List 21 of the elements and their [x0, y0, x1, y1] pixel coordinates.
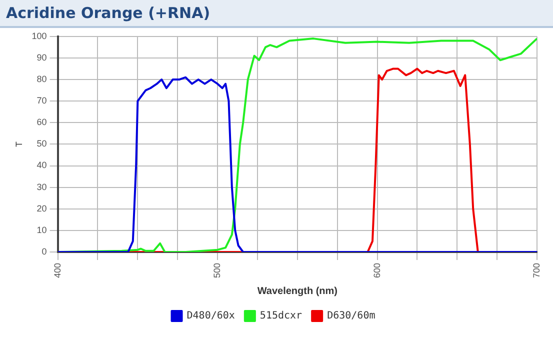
- legend-label: D630/60m: [327, 310, 376, 322]
- x-tick-label: 400: [52, 262, 62, 278]
- y-tick-label: 30: [36, 182, 47, 192]
- y-tick-label: 50: [36, 138, 47, 149]
- y-tick-label: 10: [36, 224, 47, 235]
- legend-label: D480/60x: [186, 310, 235, 322]
- y-tick-label: 20: [36, 203, 47, 214]
- y-tick-label: 90: [36, 52, 47, 62]
- y-tick-label: 80: [36, 74, 47, 84]
- y-tick-label: 60: [36, 117, 47, 128]
- y-axis-title: T: [14, 140, 24, 147]
- x-tick-label: 700: [531, 262, 542, 278]
- y-tick-label: 0: [42, 246, 47, 256]
- legend-label: 515dcxr: [260, 310, 302, 322]
- y-tick-label: 70: [36, 96, 47, 106]
- y-tick-label: 100: [32, 30, 47, 41]
- x-tick-label: 600: [372, 262, 382, 278]
- y-tick-label: 40: [36, 160, 47, 170]
- chart-title: Acridine Orange (+RNA): [0, 0, 553, 28]
- x-axis-title: Wavelength (nm): [257, 286, 338, 297]
- x-tick-label: 500: [212, 262, 222, 278]
